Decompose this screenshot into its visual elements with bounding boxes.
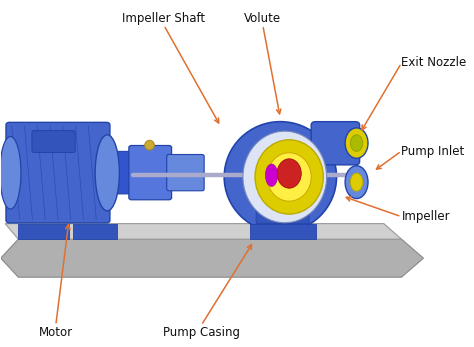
Text: Motor: Motor <box>39 325 73 339</box>
Ellipse shape <box>145 140 155 150</box>
Polygon shape <box>73 223 118 239</box>
Text: Volute: Volute <box>244 12 281 25</box>
Polygon shape <box>256 194 309 223</box>
FancyBboxPatch shape <box>129 145 172 200</box>
Text: Impeller: Impeller <box>401 210 450 223</box>
Ellipse shape <box>243 131 327 223</box>
FancyBboxPatch shape <box>32 130 75 152</box>
Polygon shape <box>18 223 69 239</box>
Ellipse shape <box>345 128 368 158</box>
Ellipse shape <box>255 140 323 214</box>
FancyBboxPatch shape <box>6 122 110 223</box>
Ellipse shape <box>277 159 301 188</box>
Ellipse shape <box>224 122 337 232</box>
Text: Pump Inlet: Pump Inlet <box>401 145 465 158</box>
Polygon shape <box>249 223 316 239</box>
Ellipse shape <box>267 153 311 201</box>
Ellipse shape <box>95 135 119 211</box>
Ellipse shape <box>350 135 363 151</box>
Text: Exit Nozzle: Exit Nozzle <box>401 57 467 69</box>
FancyBboxPatch shape <box>106 151 133 194</box>
FancyBboxPatch shape <box>167 154 204 191</box>
Ellipse shape <box>0 136 21 209</box>
Ellipse shape <box>345 166 368 198</box>
Text: Impeller Shaft: Impeller Shaft <box>122 12 205 25</box>
Ellipse shape <box>350 173 363 191</box>
Polygon shape <box>0 239 423 277</box>
Text: Pump Casing: Pump Casing <box>163 325 239 339</box>
FancyBboxPatch shape <box>311 122 360 165</box>
Polygon shape <box>5 223 401 239</box>
Ellipse shape <box>265 164 278 186</box>
